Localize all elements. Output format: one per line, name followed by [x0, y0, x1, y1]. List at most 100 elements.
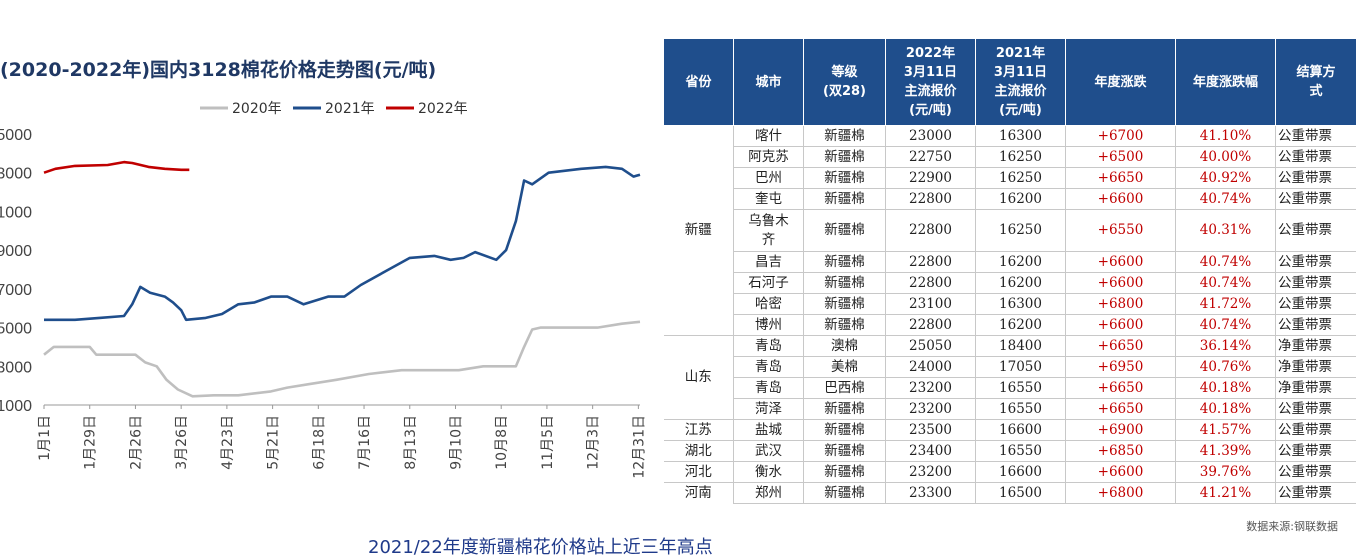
pct-cell: 40.74%: [1176, 189, 1276, 210]
price21-cell: 16200: [976, 252, 1066, 273]
grade-cell: 新疆棉: [804, 147, 886, 168]
x-tick-label: 4月23日: [220, 415, 236, 470]
grade-cell: 新疆棉: [804, 441, 886, 462]
x-tick-label: 1月29日: [83, 415, 99, 470]
grade-cell: 新疆棉: [804, 420, 886, 441]
pct-cell: 40.74%: [1176, 273, 1276, 294]
change-cell: +6600: [1066, 273, 1176, 294]
price21-cell: 17050: [976, 357, 1066, 378]
grade-cell: 新疆棉: [804, 252, 886, 273]
x-tick-label: 8月13日: [403, 415, 419, 470]
pct-cell: 41.57%: [1176, 420, 1276, 441]
x-tick-label: 10月8日: [494, 415, 510, 470]
settle-cell: 公重带票: [1276, 168, 1356, 189]
change-cell: +6800: [1066, 294, 1176, 315]
grade-cell: 新疆棉: [804, 399, 886, 420]
legend-label: 2021年: [325, 101, 375, 117]
province-cell: 新疆: [664, 126, 734, 336]
price21-cell: 16200: [976, 273, 1066, 294]
change-cell: +6600: [1066, 189, 1176, 210]
settle-cell: 公重带票: [1276, 273, 1356, 294]
grade-cell: 新疆棉: [804, 273, 886, 294]
price22-cell: 23500: [886, 420, 976, 441]
y-tick-label: 25000: [0, 127, 32, 144]
change-cell: +6650: [1066, 399, 1176, 420]
y-tick-label: 23000: [0, 166, 32, 183]
settle-cell: 公重带票: [1276, 189, 1356, 210]
column-header: 等级(双28): [804, 39, 886, 126]
change-cell: +6550: [1066, 210, 1176, 252]
change-cell: +6600: [1066, 252, 1176, 273]
price22-cell: 22800: [886, 210, 976, 252]
pct-cell: 40.18%: [1176, 399, 1276, 420]
price21-cell: 16600: [976, 420, 1066, 441]
settle-cell: 公重带票: [1276, 252, 1356, 273]
price21-cell: 16550: [976, 441, 1066, 462]
province-cell: 河北: [664, 462, 734, 483]
settle-cell: 公重带票: [1276, 483, 1356, 504]
grade-cell: 巴西棉: [804, 378, 886, 399]
settle-cell: 公重带票: [1276, 399, 1356, 420]
legend-label: 2020年: [232, 101, 282, 117]
pct-cell: 39.76%: [1176, 462, 1276, 483]
settle-cell: 公重带票: [1276, 420, 1356, 441]
price21-cell: 16200: [976, 189, 1066, 210]
province-cell: 山东: [664, 336, 734, 420]
figure-caption: 2021/22年度新疆棉花价格站上近三年高点: [368, 533, 713, 559]
column-header: 结算方式: [1276, 39, 1356, 126]
province-cell: 河南: [664, 483, 734, 504]
price21-cell: 16500: [976, 483, 1066, 504]
change-cell: +6650: [1066, 378, 1176, 399]
column-header: 年度涨跌: [1066, 39, 1176, 126]
pct-cell: 41.72%: [1176, 294, 1276, 315]
series-line-3: [44, 162, 189, 173]
price21-cell: 16550: [976, 399, 1066, 420]
y-tick-label: 21000: [0, 204, 32, 221]
change-cell: +6950: [1066, 357, 1176, 378]
price21-cell: 16300: [976, 294, 1066, 315]
price22-cell: 22800: [886, 315, 976, 336]
grade-cell: 新疆棉: [804, 315, 886, 336]
settle-cell: 公重带票: [1276, 126, 1356, 147]
grade-cell: 新疆棉: [804, 210, 886, 252]
series-line-1: [44, 322, 640, 397]
settle-cell: 公重带票: [1276, 462, 1356, 483]
price21-cell: 18400: [976, 336, 1066, 357]
grade-cell: 新疆棉: [804, 294, 886, 315]
column-header: 城市: [734, 39, 804, 126]
city-cell: 昌吉: [734, 252, 804, 273]
price22-cell: 22800: [886, 273, 976, 294]
pct-cell: 40.18%: [1176, 378, 1276, 399]
price-trend-chart: 2500023000210001900017000150001300011000…: [0, 90, 655, 490]
x-tick-label: 7月16日: [357, 415, 373, 470]
data-source-note: 数据来源:钢联数据: [1246, 518, 1338, 534]
pct-cell: 41.21%: [1176, 483, 1276, 504]
price22-cell: 23200: [886, 378, 976, 399]
pct-cell: 40.74%: [1176, 252, 1276, 273]
y-tick-label: 19000: [0, 243, 32, 260]
price22-cell: 25050: [886, 336, 976, 357]
price22-cell: 24000: [886, 357, 976, 378]
change-cell: +6700: [1066, 126, 1176, 147]
city-cell: 青岛: [734, 378, 804, 399]
city-cell: 喀什: [734, 126, 804, 147]
province-cell: 江苏: [664, 420, 734, 441]
pct-cell: 40.00%: [1176, 147, 1276, 168]
x-tick-label: 3月26日: [174, 415, 190, 470]
settle-cell: 公重带票: [1276, 147, 1356, 168]
grade-cell: 澳棉: [804, 336, 886, 357]
city-cell: 石河子: [734, 273, 804, 294]
